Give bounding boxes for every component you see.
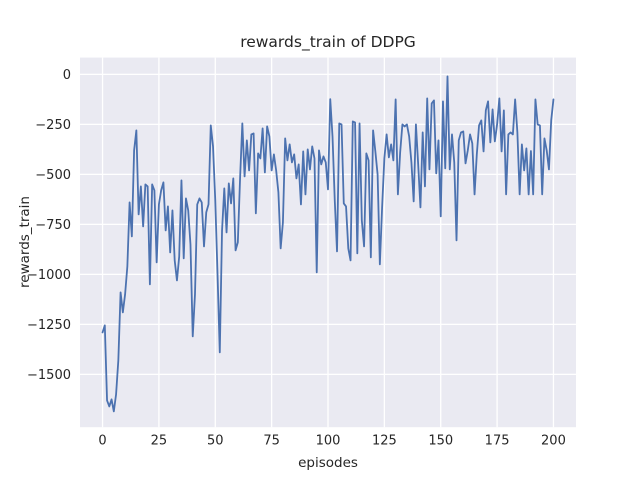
y-axis-label: rewards_train: [17, 196, 33, 288]
x-tick-label: 100: [316, 434, 341, 449]
x-tick-label: 50: [207, 434, 224, 449]
y-tick-label: −250: [35, 118, 71, 133]
x-tick-label: 150: [428, 434, 453, 449]
x-axis-tick-labels: 0 25 50 75 100 125 150 175 200: [98, 434, 565, 449]
y-tick-label: −1250: [27, 318, 71, 333]
x-tick-label: 125: [372, 434, 397, 449]
x-tick-label: 200: [541, 434, 566, 449]
series-line-rewards-train: [101, 75, 555, 413]
y-tick-label: 0: [63, 68, 71, 83]
x-tick-label: 25: [151, 434, 168, 449]
x-axis-label: episodes: [298, 455, 358, 471]
chart-title: rewards_train of DDPG: [240, 33, 416, 52]
y-axis-tick-labels: 0 −250 −500 −750 −1000 −1250 −1500: [27, 68, 71, 383]
y-tick-label: −1000: [27, 268, 71, 283]
x-tick-label: 75: [263, 434, 280, 449]
x-tick-label: 175: [485, 434, 510, 449]
y-tick-label: −500: [35, 168, 71, 183]
y-tick-label: −750: [35, 218, 71, 233]
y-tick-label: −1500: [27, 368, 71, 383]
x-tick-label: 0: [98, 434, 106, 449]
